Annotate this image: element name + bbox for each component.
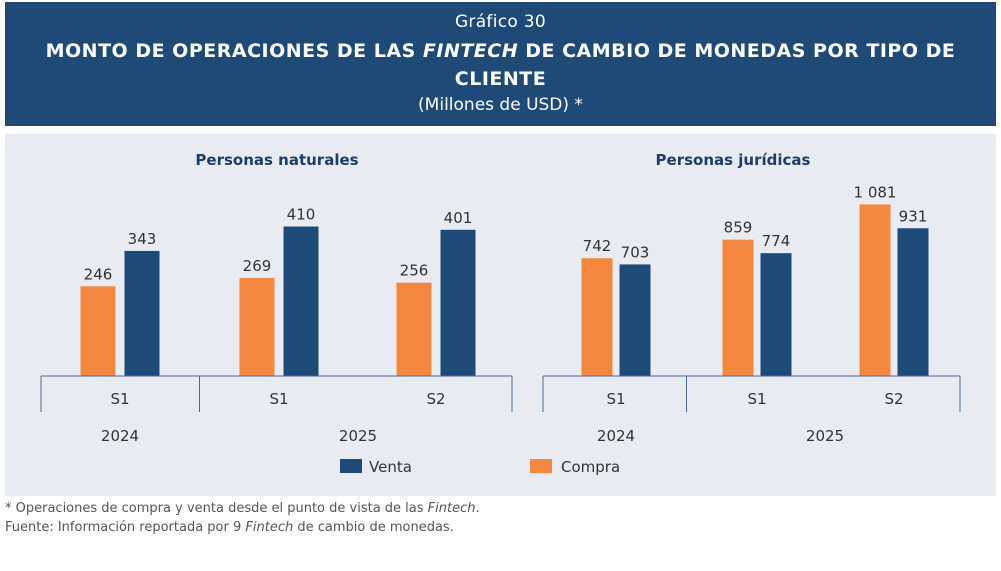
bar-juridicas-venta-2	[897, 228, 929, 376]
value-label-juridicas-compra-0: 742	[583, 237, 612, 255]
bar-juridicas-compra-0	[581, 258, 613, 376]
legend-label-venta: Venta	[369, 458, 412, 476]
year-label-naturales-1: 2025	[339, 427, 377, 445]
year-label-juridicas-1: 2025	[806, 427, 844, 445]
panel-title-naturales: Personas naturales	[195, 151, 358, 169]
value-label-naturales-compra-0: 246	[84, 265, 113, 283]
chart-canvas: Personas naturales 246 343 269 410 256 401 S1 S1…	[40, 151, 961, 476]
legend-swatch-compra	[530, 459, 552, 473]
bar-naturales-venta-2	[440, 229, 476, 376]
bar-juridicas-compra-2	[859, 204, 891, 376]
chart-title-line2: CLIENTE	[454, 68, 547, 90]
value-label-juridicas-venta-1: 774	[762, 232, 791, 250]
chart-title-line1: MONTO DE OPERACIONES DE LAS FINTECH DE C…	[45, 40, 956, 62]
value-label-juridicas-venta-0: 703	[621, 243, 650, 261]
legend-label-compra: Compra	[561, 458, 620, 476]
category-label-naturales-1: S1	[269, 390, 288, 408]
bar-juridicas-venta-0	[619, 264, 651, 376]
bar-naturales-compra-2	[396, 282, 432, 376]
category-label-juridicas-2: S2	[884, 390, 903, 408]
value-label-juridicas-compra-1: 859	[724, 219, 753, 237]
bar-naturales-compra-1	[239, 277, 275, 376]
value-label-naturales-compra-1: 269	[243, 257, 272, 275]
value-label-naturales-venta-2: 401	[444, 209, 473, 227]
value-label-naturales-venta-0: 343	[128, 230, 157, 248]
value-label-juridicas-compra-2: 1 081	[854, 183, 897, 201]
category-label-naturales-2: S2	[426, 390, 445, 408]
panel-title-juridicas: Personas jurídicas	[656, 151, 811, 169]
bar-naturales-venta-0	[124, 250, 160, 376]
value-label-naturales-venta-1: 410	[287, 206, 316, 224]
year-label-naturales-0: 2024	[101, 427, 139, 445]
value-label-naturales-compra-2: 256	[400, 262, 429, 280]
year-label-juridicas-0: 2024	[597, 427, 635, 445]
chart-header: Gráfico 30 MONTO DE OPERACIONES DE LAS F…	[5, 2, 996, 126]
bar-naturales-compra-0	[80, 286, 116, 376]
footnote: * Operaciones de compra y venta desde el…	[5, 501, 480, 516]
value-label-juridicas-venta-2: 931	[899, 207, 928, 225]
category-label-juridicas-0: S1	[606, 390, 625, 408]
category-label-juridicas-1: S1	[747, 390, 766, 408]
category-label-naturales-0: S1	[110, 390, 129, 408]
bar-juridicas-compra-1	[722, 239, 754, 376]
chart-unit: (Millones de USD) *	[418, 95, 583, 115]
chart-panel: Personas naturales 246 343 269 410 256 401 S1 S1…	[5, 134, 996, 496]
chart-number: Gráfico 30	[454, 12, 547, 32]
bar-naturales-venta-1	[283, 226, 319, 376]
chart-notes: * Operaciones de compra y venta desde el…	[5, 499, 480, 537]
source-note: Fuente: Información reportada por 9 Fint…	[5, 520, 454, 535]
bar-juridicas-venta-1	[760, 253, 792, 376]
legend-swatch-venta	[340, 459, 362, 473]
